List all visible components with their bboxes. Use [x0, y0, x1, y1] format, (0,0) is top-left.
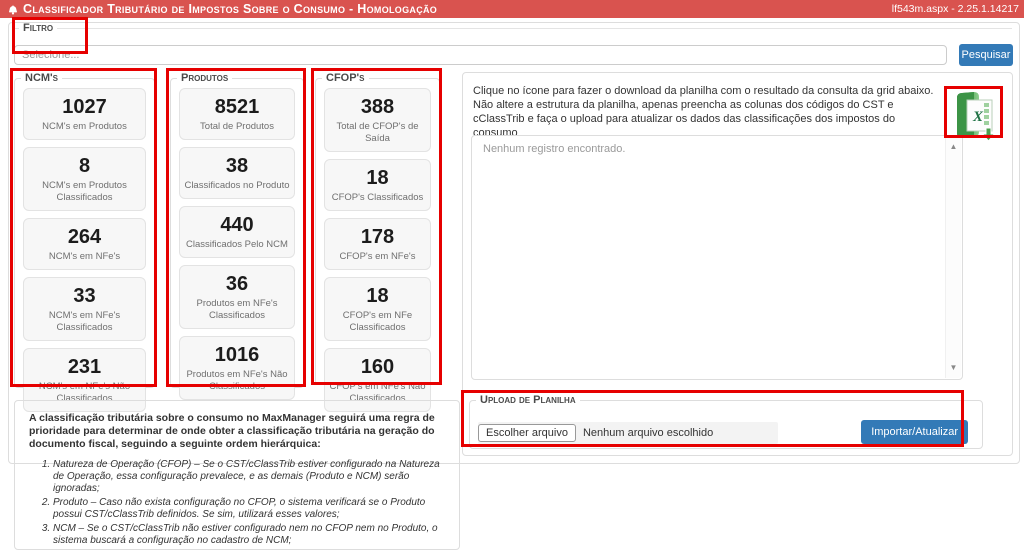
grid-scrollbar[interactable]: ▲ ▼ — [945, 137, 961, 378]
results-grid[interactable]: Nenhum registro encontrado. ▲ ▼ — [471, 135, 963, 380]
stat-label: Total de CFOP's de Saída — [336, 121, 419, 144]
filter-select[interactable]: Selecione... — [14, 45, 947, 65]
upload-legend: Upload de Planilha — [476, 395, 580, 406]
stat-card: 18 CFOP's em NFe Classificados — [324, 277, 431, 341]
stat-label: CFOP's em NFe's — [339, 251, 416, 262]
priority-rules-box: A classificação tributária sobre o consu… — [14, 400, 460, 550]
excel-download-button[interactable]: X — [952, 90, 996, 142]
stat-label: Classificados Pelo NCM — [186, 239, 288, 250]
stat-label: NCM's em Produtos — [42, 121, 127, 132]
stat-label: NCM's em Produtos Classificados — [42, 180, 127, 203]
file-input[interactable]: Escolher arquivo Nenhum arquivo escolhid… — [478, 422, 778, 444]
stat-card: 1027 NCM's em Produtos — [23, 88, 146, 140]
priority-rule-item: Natureza de Operação (CFOP) – Se o CST/c… — [53, 459, 445, 495]
priority-rules-intro: A classificação tributária sobre o consu… — [29, 412, 435, 450]
stat-value: 388 — [360, 96, 395, 118]
stat-card: 38 Classificados no Produto — [179, 147, 295, 199]
bell-icon — [7, 3, 19, 15]
filter-select-value: Selecione... — [22, 49, 80, 61]
stat-value: 1027 — [62, 96, 107, 118]
stat-card: 178 CFOP's em NFe's — [324, 218, 431, 270]
import-button[interactable]: Importar/Atualizar — [861, 420, 968, 444]
scroll-down-icon[interactable]: ▼ — [949, 363, 958, 372]
version-label: lf543m.aspx - 2.25.1.14217 — [891, 3, 1019, 15]
page-title: Classificador Tributário de Impostos Sob… — [23, 2, 438, 16]
grid-instructions-line1: Clique no ícone para fazer o download da… — [473, 85, 934, 97]
stat-value: 33 — [73, 285, 96, 307]
priority-rule-item: NCM – Se o CST/cClassTrib não estiver co… — [53, 523, 445, 547]
grid-empty-text: Nenhum registro encontrado. — [483, 143, 626, 155]
excel-icon: X — [957, 92, 996, 142]
stat-value: 18 — [366, 285, 389, 307]
stat-value: 38 — [225, 155, 249, 177]
cfops-panel: CFOP's 388 Total de CFOP's de Saída 18 C… — [315, 73, 440, 412]
stat-label: Total de Produtos — [200, 121, 274, 132]
produtos-panel: Produtos 8521 Total de Produtos 38 Class… — [170, 73, 304, 400]
priority-rules-list: Natureza de Operação (CFOP) – Se o CST/c… — [53, 459, 445, 547]
stat-card: 8521 Total de Produtos — [179, 88, 295, 140]
stat-value: 160 — [360, 356, 395, 378]
stat-card: 36 Produtos em NFe's Classificados — [179, 265, 295, 329]
stat-label: Classificados no Produto — [184, 180, 290, 191]
stat-value: 36 — [225, 273, 249, 295]
stat-value: 440 — [220, 214, 254, 236]
stat-value: 1016 — [214, 344, 260, 366]
grid-instructions: Clique no ícone para fazer o download da… — [473, 84, 935, 140]
cfops-panel-legend: CFOP's — [322, 73, 369, 84]
search-button[interactable]: Pesquisar — [959, 44, 1013, 66]
stat-card: 33 NCM's em NFe's Classificados — [23, 277, 146, 341]
grid-instructions-line2: Não altere a estrutura da planilha, apen… — [473, 99, 896, 139]
app-header: Classificador Tributário de Impostos Sob… — [0, 0, 1024, 18]
stat-card: 160 CFOP's em NFe's Não Classificados — [324, 348, 431, 412]
stat-card: 264 NCM's em NFe's — [23, 218, 146, 270]
stat-label: Produtos em NFe's Classificados — [196, 298, 278, 321]
grid-panel: Clique no ícone para fazer o download da… — [462, 72, 1013, 456]
stat-value: 231 — [67, 356, 102, 378]
stat-label: CFOP's em NFe's Não Classificados — [329, 381, 426, 404]
stat-value: 18 — [366, 167, 389, 189]
stat-card: 1016 Produtos em NFe's Não Classificados — [179, 336, 295, 400]
stat-label: Produtos em NFe's Não Classificados — [186, 369, 288, 392]
ncm-panel: NCM's 1027 NCM's em Produtos 8 NCM's em … — [14, 73, 155, 412]
stat-card: 388 Total de CFOP's de Saída — [324, 88, 431, 152]
stat-value: 264 — [67, 226, 102, 248]
choose-file-button[interactable]: Escolher arquivo — [478, 424, 576, 442]
produtos-panel-legend: Produtos — [177, 73, 233, 84]
stat-label: NCM's em NFe's — [48, 251, 121, 262]
stat-card: 18 CFOP's Classificados — [324, 159, 431, 211]
scroll-up-icon[interactable]: ▲ — [949, 142, 958, 151]
stat-label: NCM's em NFe's Classificados — [48, 310, 121, 333]
stat-label: CFOP's Classificados — [331, 192, 424, 203]
stat-value: 8 — [78, 155, 91, 177]
filter-legend: Filtro — [19, 23, 58, 34]
ncm-panel-legend: NCM's — [21, 73, 63, 84]
priority-rule-item: Produto – Caso não exista configuração n… — [53, 497, 445, 521]
stat-label: CFOP's em NFe Classificados — [342, 310, 413, 333]
stat-value: 8521 — [214, 96, 260, 118]
stat-card: 440 Classificados Pelo NCM — [179, 206, 295, 258]
upload-fieldset: Upload de Planilha Escolher arquivo Nenh… — [469, 395, 983, 449]
stat-card: 8 NCM's em Produtos Classificados — [23, 147, 146, 211]
file-status-text: Nenhum arquivo escolhido — [582, 427, 714, 439]
filter-fieldset: Filtro Selecione... Pesquisar — [13, 23, 1013, 66]
stat-value: 178 — [360, 226, 395, 248]
svg-text:X: X — [972, 109, 984, 125]
